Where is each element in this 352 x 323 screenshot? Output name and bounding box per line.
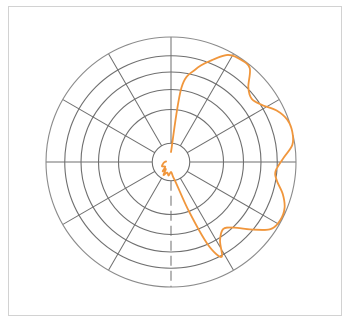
polar-grid: [45, 36, 297, 288]
radial-ring-2: [117, 108, 225, 216]
chart-frame: [8, 6, 342, 316]
angle-spoke-60: [186, 99, 280, 154]
angle-spoke-300: [62, 99, 156, 154]
radial-ring-4: [80, 71, 262, 253]
angle-spoke-330: [108, 53, 163, 147]
series-line-1: [161, 54, 295, 258]
radial-ring-3: [97, 88, 245, 236]
angle-spoke-30: [179, 53, 234, 147]
angle-spoke-210: [108, 177, 163, 271]
radial-ring-1: [151, 142, 191, 182]
angle-spoke-120: [186, 170, 280, 225]
radial-ring-6: [45, 36, 297, 288]
radial-ring-5: [64, 55, 278, 269]
angle-spoke-240: [62, 170, 156, 225]
series-layer: [161, 54, 295, 258]
angle-spoke-150: [179, 177, 234, 271]
